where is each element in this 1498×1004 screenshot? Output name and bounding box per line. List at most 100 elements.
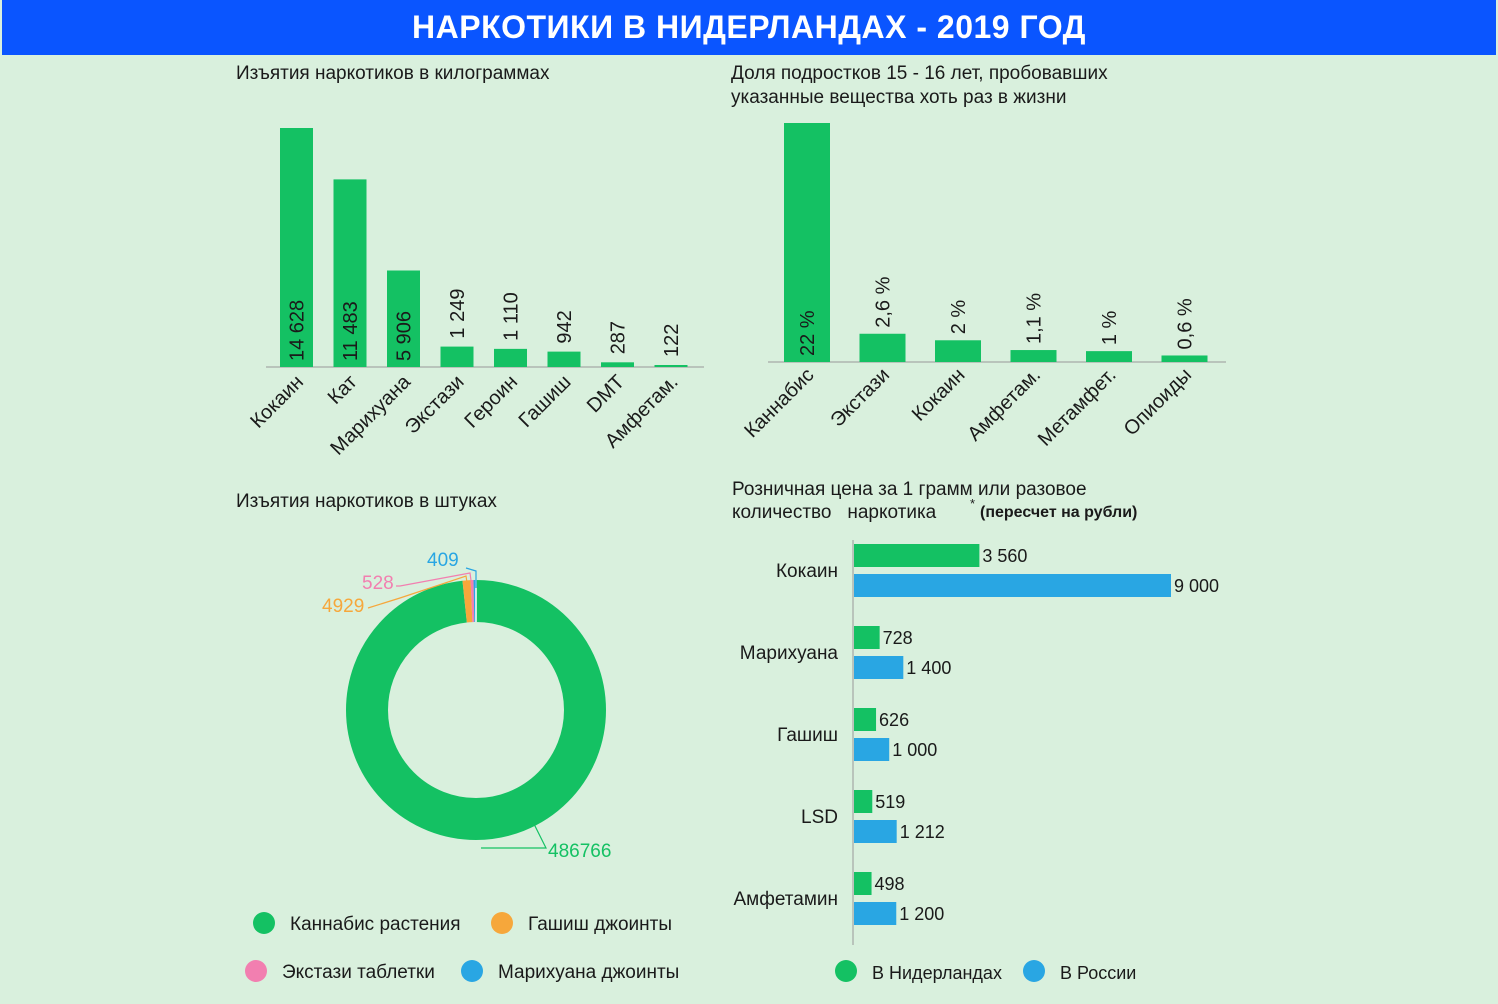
legend-swatch [461,960,483,982]
legend-swatch [835,960,857,982]
bar [654,365,688,367]
tick-label: Кокаин [908,364,970,426]
bar [387,270,420,367]
legend-label: Каннабис растения [290,914,461,935]
chart-teen-share: Доля подростков 15 - 16 лет, пробовавших… [731,63,1226,451]
bar [601,362,634,367]
bar [854,820,897,843]
bar [854,574,1171,597]
legend-item: Марихуана джоинты [461,960,679,983]
data-label: 122 [661,324,683,357]
data-label: 287 [608,321,630,354]
data-label: 942 [554,310,576,343]
tick-label: Кокаин [246,371,308,433]
chart-seizures-kg: Изъятия наркотиков в килограммах 14 628 Ко… [236,63,704,460]
tick-label: LSD [801,807,838,828]
bar [494,348,527,367]
data-label: 0,6 % [1175,298,1197,349]
tick-label: Кокаин [776,561,838,582]
tick-label: Опиоиды [1120,364,1196,440]
tick-label: Амфетамин [733,889,838,910]
tick-label: Кат [324,371,362,409]
leader-line [481,821,547,849]
bar [333,179,367,367]
data-label: 1 % [1099,310,1121,345]
legend-item: В Нидерландах [835,960,1002,983]
data-label: 1 249 [447,289,469,339]
bar [854,708,877,731]
tick-label: Амфетам. [963,364,1045,446]
legend-label: Экстази таблетки [282,962,435,983]
data-label: 1,1 % [1024,293,1046,344]
chart-title-line: Розничная цена за 1 грамм или разовое [732,479,1087,500]
tick-label: Героин [460,371,522,433]
bar [547,351,581,367]
page-title: НАРКОТИКИ В НИДЕРЛАНДАХ - 2019 ГОД [2,0,1496,55]
bar [854,626,880,649]
bar [1010,350,1057,362]
data-label: 728 [883,628,913,648]
bar [854,902,897,925]
legend-item: Гашиш джоинты [491,912,672,935]
chart-retail-price: Розничная цена за 1 грамм или разовоекол… [732,479,1219,983]
leader-line [465,567,477,588]
legend-label: Марихуана джоинты [498,962,679,983]
bar [854,656,904,679]
data-label: 1 110 [501,292,523,341]
chart-title-line: количество наркотика [732,502,937,523]
legend-label: В Нидерландах [872,963,1002,983]
tick-label: Экстази [401,371,469,439]
data-label: 1 000 [892,740,937,760]
data-label: 1 212 [900,822,945,842]
bar [854,738,890,761]
data-label: 2 % [948,300,970,335]
data-label: 4929 [322,596,364,617]
data-label: 528 [362,573,394,594]
data-label: 3 560 [982,546,1027,566]
leader-line [367,575,469,609]
bar [854,790,873,813]
data-label: 409 [427,550,459,571]
legend-swatch [245,960,267,982]
pie-slice [346,580,606,840]
chart-title-line: указанные вещества хоть раз в жизни [731,87,1066,108]
data-label: 11 483 [340,301,362,361]
data-label: 1 400 [906,658,951,678]
legend-item: В России [1023,960,1136,983]
chart-title-mark: * [970,496,975,511]
data-label: 5 906 [394,311,416,361]
bar [1086,351,1132,362]
bar [859,333,906,362]
legend-label: Гашиш джоинты [528,914,672,935]
data-label: 2,6 % [873,276,895,327]
tick-label: Экстази [826,364,894,432]
bar [440,346,474,367]
bar [784,123,830,362]
legend-swatch [491,912,513,934]
data-label: 9 000 [1174,576,1219,596]
tick-label: Метамфет. [1034,364,1121,451]
legend-item: Каннабис растения [253,912,461,935]
legend-item: Экстази таблетки [245,960,435,983]
data-label: 519 [875,792,905,812]
leader-line [396,572,473,589]
legend-swatch [253,912,275,934]
bar [280,128,313,367]
tick-label: Гашиш [777,725,838,746]
chart-title-line: Доля подростков 15 - 16 лет, пробовавших [731,63,1108,84]
bar [1161,355,1208,362]
chart-title: Изъятия наркотиков в штуках [236,491,497,512]
bar [854,544,980,567]
data-label: 22 % [797,310,819,356]
legend-label: В России [1060,963,1136,983]
data-label: 498 [875,874,905,894]
bar [854,872,872,895]
tick-label: Каннабис [740,364,818,442]
bar [935,340,981,362]
legend-swatch [1023,960,1045,982]
tick-label: Гашиш [515,371,576,432]
tick-label: DMT [583,371,629,417]
data-label: 1 200 [899,904,944,924]
